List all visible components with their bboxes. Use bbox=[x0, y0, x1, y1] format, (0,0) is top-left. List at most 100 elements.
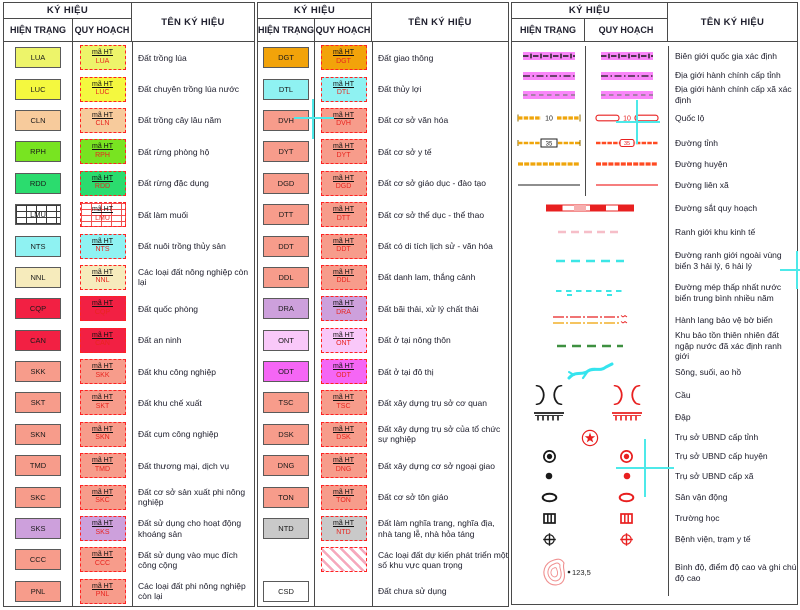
planning-swatch: mã HT CCC bbox=[79, 547, 126, 573]
current-status-cell: SKC bbox=[4, 481, 73, 513]
legend-row: ODT mã HT ODT Đất ở tại đô thị bbox=[258, 355, 508, 388]
symbol-name: Đất có di tích lịch sử - văn hóa bbox=[372, 230, 508, 262]
legend-row: Đường mép thấp nhất nước biển trung bình… bbox=[512, 278, 797, 308]
symbol-name: Khu bảo tồn thiên nhiên đất ngập nước đã… bbox=[668, 330, 797, 361]
legend-row: SKC mã HT SKC Đất cơ sở sản xuất phi nông n… bbox=[4, 481, 254, 513]
current-status-swatch: TSC bbox=[263, 392, 309, 414]
planning-swatch: mã HT DVH bbox=[320, 107, 367, 133]
symbol-name: Sân vận động bbox=[668, 486, 797, 508]
symbol-name: Đất ở tại đô thị bbox=[372, 355, 508, 388]
land-code: RDD bbox=[29, 178, 47, 188]
current-status-cell bbox=[258, 544, 315, 576]
legend-row: CLN mã HT CLN Đất trồng cây lâu năm bbox=[4, 104, 254, 137]
symbol-cell bbox=[512, 332, 668, 360]
legend-row: Biên giới quốc gia xác định bbox=[512, 46, 797, 66]
symbol-name: Đất thương mại, dịch vụ bbox=[132, 450, 254, 482]
current-status-cell: DTL bbox=[258, 73, 315, 105]
land-code: DNG bbox=[277, 461, 295, 471]
ma-ht-label: mã HT bbox=[92, 457, 113, 465]
land-code: CLN bbox=[30, 115, 46, 125]
planning-cell: mã HT DGT bbox=[315, 42, 372, 73]
current-status-cell: CAN bbox=[4, 324, 73, 356]
legend-row: DDL mã HT DDL Đất danh lam, thắng cảnh bbox=[258, 261, 508, 294]
planning-swatch: mã HT NTS bbox=[79, 233, 126, 259]
column-header-ten-ky-hieu: TÊN KÝ HIỆU bbox=[161, 16, 225, 28]
planning-swatch: mã HT TSC bbox=[320, 390, 367, 416]
current-status-swatch: CAN bbox=[15, 329, 61, 351]
column-header-quy-hoach: QUY HOẠCH bbox=[74, 25, 130, 35]
planning-cell: mã HT CLN bbox=[73, 105, 132, 136]
national-road-hien-trang-icon: 10 bbox=[517, 111, 581, 125]
legend-row: NTS mã HT NTS Đất nuôi trồng thủy sản bbox=[4, 230, 254, 262]
symbol-name: Các loại đất nông nghiệp còn lại bbox=[132, 261, 254, 294]
land-code: DDL bbox=[278, 272, 294, 282]
ma-ht-label: mã HT bbox=[333, 80, 354, 88]
planning-cell bbox=[586, 486, 668, 508]
land-code: RPH bbox=[95, 151, 110, 159]
planned-railway-icon bbox=[546, 203, 634, 213]
hospital-hien-trang-icon bbox=[542, 532, 557, 547]
planning-swatch: mã HT DGD bbox=[320, 170, 367, 196]
current-status-swatch: CCC bbox=[15, 549, 61, 571]
current-status-swatch: SKS bbox=[15, 518, 61, 540]
symbol-cell bbox=[512, 428, 668, 447]
column-header-ky-hieu: KÝ HIỆU bbox=[4, 3, 131, 19]
symbol-name: Đất khu chế xuất bbox=[132, 387, 254, 419]
bridge-quy-hoach-icon bbox=[613, 385, 641, 405]
planning-cell: mã HT DTT bbox=[315, 199, 372, 230]
current-status-cell: SKT bbox=[4, 387, 73, 419]
legend-row: Các loại đất dự kiến phát triển một số k… bbox=[258, 544, 508, 576]
legend-row: DRA mã HT DRA Đất bãi thải, xử lý chất thải bbox=[258, 293, 508, 325]
current-status-swatch: DGT bbox=[263, 47, 309, 69]
symbol-name: Trụ sở UBND cấp tỉnh bbox=[668, 428, 797, 447]
symbol-name: Đất cơ sở y tế bbox=[372, 136, 508, 168]
land-code: DTL bbox=[278, 84, 294, 94]
land-code: SKC bbox=[95, 497, 110, 505]
legend-row: PNL mã HT PNL Các loại đất phi nông nghiệp … bbox=[4, 575, 254, 608]
svg-text:35: 35 bbox=[623, 141, 629, 147]
legend-row: 10 10 Quốc lộ bbox=[512, 104, 797, 132]
land-code: CQP bbox=[94, 308, 111, 316]
planning-swatch: mã HT CAN bbox=[79, 327, 126, 353]
land-code: DVH bbox=[336, 120, 351, 128]
planning-cell: mã HT SKC bbox=[73, 481, 132, 512]
symbol-name: Đất rừng phòng hộ bbox=[132, 136, 254, 168]
land-code: SKK bbox=[95, 371, 110, 379]
planning-cell: mã HT PNL bbox=[73, 576, 132, 607]
legend-row: DVH mã HT DVH Đất cơ sở văn hóa bbox=[258, 104, 508, 137]
planning-swatch: mã HT RDD bbox=[79, 170, 126, 196]
current-status-swatch: SKN bbox=[15, 423, 61, 445]
legend-row: Địa giới hành chính cấp xã xác định bbox=[512, 84, 797, 105]
legend-row: DTT mã HT DTT Đất cơ sở thể dục - thể thao bbox=[258, 198, 508, 231]
planning-cell bbox=[586, 466, 668, 486]
current-status-swatch: DRA bbox=[263, 298, 309, 320]
planning-cell: mã HT DNG bbox=[315, 450, 372, 481]
current-status-swatch: DNG bbox=[263, 455, 309, 477]
legend-row: Đường huyện bbox=[512, 154, 797, 174]
ma-ht-label: mã HT bbox=[333, 237, 354, 245]
legend-row: DSK mã HT DSK Đất xây dựng trụ sở của tổ ch… bbox=[258, 418, 508, 451]
ma-ht-label: mã HT bbox=[333, 520, 354, 528]
land-code: NNL bbox=[95, 277, 110, 285]
registration-cross-icon bbox=[616, 121, 660, 123]
symbol-name: Đường liên xã bbox=[668, 174, 797, 196]
legend-row: SKS mã HT SKS Đất sử dụng cho hoạt động kho… bbox=[4, 512, 254, 545]
ma-ht-label: mã HT bbox=[92, 363, 113, 371]
land-code: TON bbox=[336, 497, 351, 505]
current-status-swatch: LUC bbox=[15, 78, 61, 100]
land-code: LUC bbox=[30, 84, 46, 94]
legend-row: LUA mã HT LUA Đất trồng lúa bbox=[4, 42, 254, 74]
hospital-quy-hoach-icon bbox=[619, 532, 634, 547]
land-code: TSC bbox=[336, 402, 351, 410]
legend-row: ONT mã HT ONT Đất ở tại nông thôn bbox=[258, 324, 508, 356]
symbol-name: Bình độ, điểm độ cao và ghi chú độ cao bbox=[668, 550, 797, 596]
planning-cell: mã HT DTL bbox=[315, 73, 372, 104]
symbol-cell bbox=[512, 278, 668, 308]
legend-row: NNL mã HT NNL Các loại đất nông nghiệp còn … bbox=[4, 261, 254, 294]
land-code: CLN bbox=[95, 120, 110, 128]
current-status-swatch: LUA bbox=[15, 47, 61, 69]
planning-swatch: mã HT CLN bbox=[79, 107, 126, 133]
planning-cell bbox=[315, 544, 372, 575]
planning-cell: mã HT DRA bbox=[315, 293, 372, 324]
